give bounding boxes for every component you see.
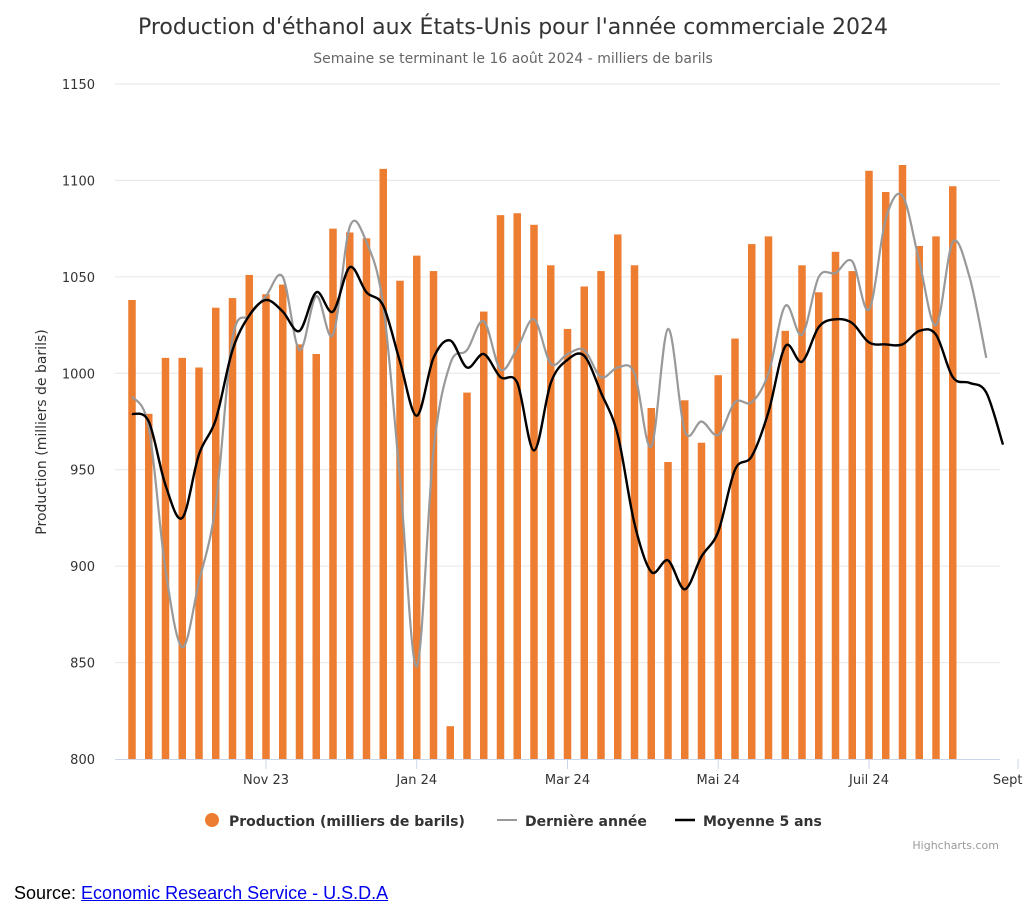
production-bar[interactable] [496,215,505,760]
production-bar[interactable] [831,251,840,760]
production-bar[interactable] [362,238,371,760]
chart-subtitle: Semaine se terminant le 16 août 2024 - m… [313,51,713,67]
production-bar[interactable] [597,271,605,759]
production-bar[interactable] [949,186,957,759]
production-bar[interactable] [379,168,388,759]
x-tick-label: Nov 23 [243,773,289,788]
y-tick-label: 950 [70,464,95,479]
x-tick-label: Mai 24 [697,773,740,788]
production-bar[interactable] [647,408,656,759]
production-bar[interactable] [513,213,522,759]
y-tick-label: 1100 [62,174,95,189]
production-bar[interactable] [731,338,739,759]
production-bar[interactable] [228,298,237,759]
production-bar[interactable] [396,280,404,759]
legend-item-production[interactable]: Production (milliers de barils) [205,813,465,830]
production-bar[interactable] [915,246,924,759]
legend-item-last-year[interactable]: Dernière année [497,814,647,830]
production-bar[interactable] [547,265,555,759]
x-tick-label: Jan 24 [395,773,437,788]
production-bars [128,165,957,760]
production-bar[interactable] [781,330,790,759]
x-tick-label: Juil 24 [848,773,889,788]
legend: Production (milliers de barils) Dernière… [205,813,822,830]
production-bar[interactable] [329,228,337,760]
production-bar[interactable] [312,354,321,759]
production-bar[interactable] [848,271,857,759]
production-bar[interactable] [563,328,572,759]
production-bar[interactable] [815,292,823,759]
production-bar[interactable] [697,442,706,759]
y-axis-ticks: 800 850 900 950 1000 1050 1100 1150 [62,78,95,768]
y-tick-label: 900 [70,560,95,575]
production-bar[interactable] [279,284,287,759]
production-bar[interactable] [429,271,438,759]
production-bar[interactable] [630,265,639,759]
source-prefix: Source: [14,883,82,903]
legend-production-marker [205,813,219,827]
highcharts-credits[interactable]: Highcharts.com [912,839,999,852]
production-bar[interactable] [212,307,220,759]
production-bar[interactable] [882,192,890,759]
x-tick-label: Mar 24 [545,773,590,788]
y-tick-label: 1050 [62,271,95,286]
production-bar[interactable] [530,224,538,760]
y-tick-label: 1000 [62,367,95,382]
y-tick-label: 850 [70,657,95,672]
production-bar[interactable] [346,232,354,760]
legend-last-year-label: Dernière année [525,814,647,830]
production-bar[interactable] [178,357,187,759]
source-link[interactable]: Economic Research Service - U.S.D.A [81,883,389,903]
production-bar[interactable] [262,294,270,759]
production-bar[interactable] [161,357,170,759]
x-axis: Nov 23 Jan 24 Mar 24 Mai 24 Juil 24 Sept 24 [115,759,1024,788]
production-bar[interactable] [664,462,672,759]
production-bar[interactable] [480,311,488,759]
y-tick-label: 800 [70,753,95,768]
production-bar[interactable] [145,413,153,759]
production-bar[interactable] [128,300,136,759]
production-bar[interactable] [446,726,455,759]
y-axis-label: Production (milliers de barils) [34,329,50,534]
production-bar[interactable] [295,344,304,759]
legend-avg5-label: Moyenne 5 ans [703,814,822,830]
legend-item-avg5[interactable]: Moyenne 5 ans [675,814,822,830]
y-tick-label: 1150 [62,78,95,93]
production-bar[interactable] [932,236,940,759]
production-bar[interactable] [245,274,254,759]
production-bar[interactable] [714,375,723,759]
source-line: Source: Economic Research Service - U.S.… [14,883,388,904]
production-bar[interactable] [764,236,773,759]
production-bar[interactable] [413,255,421,759]
production-bar[interactable] [580,286,589,760]
avg5-line[interactable] [131,265,1005,591]
x-tick-label: Sept 24 [993,773,1024,788]
trend-lines [131,192,1005,668]
last-year-line[interactable] [131,192,988,668]
production-bar[interactable] [898,165,907,759]
production-bar[interactable] [748,244,756,760]
chart-title: Production d'éthanol aux États-Unis pour… [138,14,888,40]
production-bar[interactable] [614,234,622,759]
production-bar[interactable] [798,265,806,759]
production-bar[interactable] [865,170,873,760]
production-bar[interactable] [463,392,471,759]
production-bar[interactable] [195,367,203,760]
ethanol-production-chart: Production d'éthanol aux États-Unis pour… [34,14,1024,852]
legend-production-label: Production (milliers de barils) [229,814,465,830]
production-bar[interactable] [681,400,689,759]
